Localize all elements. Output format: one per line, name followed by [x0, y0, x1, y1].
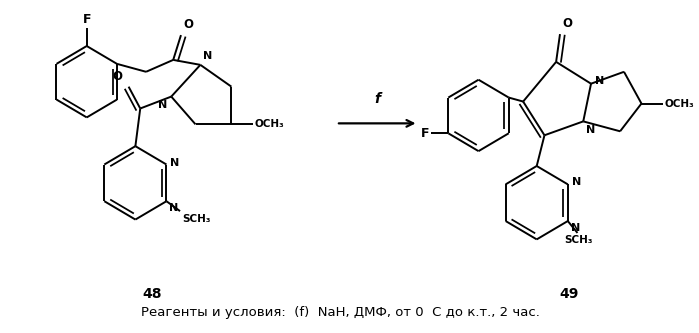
Text: F: F [82, 13, 91, 26]
Text: O: O [562, 17, 572, 30]
Text: N: N [203, 51, 212, 61]
Text: N: N [586, 125, 596, 135]
Text: 49: 49 [559, 287, 578, 301]
Text: N: N [158, 100, 167, 110]
Text: F: F [420, 127, 429, 140]
Text: N: N [595, 76, 604, 86]
Text: N: N [169, 203, 179, 213]
Text: Реагенты и условия:  (f)  NaH, ДМФ, от 0  C до к.т., 2 час.: Реагенты и условия: (f) NaH, ДМФ, от 0 C… [141, 306, 540, 319]
Text: 48: 48 [142, 287, 161, 301]
Text: SCH₃: SCH₃ [182, 214, 210, 224]
Text: N: N [570, 223, 580, 233]
Text: N: N [572, 177, 581, 187]
Text: f: f [374, 92, 380, 106]
Text: O: O [183, 18, 193, 31]
Text: O: O [113, 70, 123, 83]
Text: OCH₃: OCH₃ [665, 99, 695, 109]
Text: SCH₃: SCH₃ [564, 235, 593, 245]
Text: N: N [171, 158, 180, 167]
Text: OCH₃: OCH₃ [254, 119, 284, 129]
